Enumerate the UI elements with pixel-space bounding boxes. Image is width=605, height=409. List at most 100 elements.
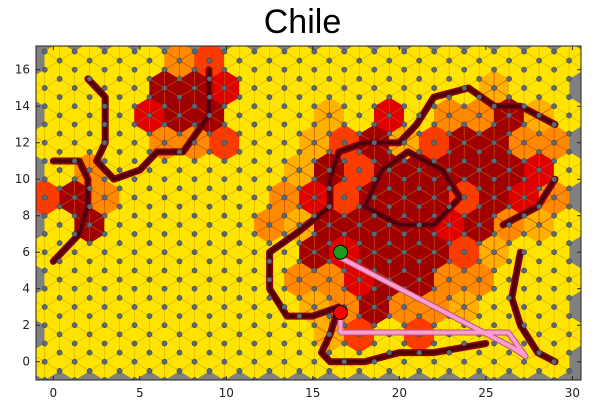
cell-spoke xyxy=(434,51,450,61)
lattice-node xyxy=(326,130,333,137)
lattice-node xyxy=(521,322,527,329)
lattice-node xyxy=(566,130,572,137)
lattice-node xyxy=(56,276,63,283)
cell-spoke xyxy=(269,169,285,180)
lattice-node xyxy=(176,313,183,319)
lattice-node xyxy=(71,194,78,201)
cell-spoke xyxy=(374,242,390,253)
lattice-node xyxy=(161,158,168,164)
cell-spoke xyxy=(269,352,285,362)
cell-spoke xyxy=(419,188,435,198)
cell-spoke xyxy=(449,224,465,235)
cell-spoke xyxy=(523,133,540,143)
cell-spoke xyxy=(224,279,240,289)
cell-spoke xyxy=(224,78,240,89)
cell-spoke xyxy=(464,115,480,125)
cell-spoke xyxy=(344,270,360,280)
cell-spoke xyxy=(508,51,525,61)
cell-spoke xyxy=(254,160,270,171)
cell-spoke xyxy=(209,324,225,335)
cell-spoke xyxy=(389,60,405,70)
cell-spoke xyxy=(119,51,135,61)
cell-spoke xyxy=(404,188,420,198)
lattice-node xyxy=(236,295,243,301)
lattice-node xyxy=(71,285,78,292)
lattice-node xyxy=(176,130,183,137)
lattice-node xyxy=(326,222,333,228)
cell-spoke xyxy=(389,188,405,198)
cell-spoke xyxy=(479,306,495,317)
cell-spoke xyxy=(149,361,165,372)
lattice-node xyxy=(71,139,78,146)
lattice-node xyxy=(386,149,393,155)
lattice-node xyxy=(56,368,63,374)
cell-spoke xyxy=(269,188,285,198)
cell-spoke xyxy=(464,188,480,198)
lattice-node xyxy=(131,158,138,164)
lattice-node xyxy=(521,212,527,219)
y-tick-label: 10 xyxy=(15,172,30,186)
lattice-node xyxy=(131,194,138,201)
cell-spoke xyxy=(299,270,315,280)
cell-spoke xyxy=(119,361,135,372)
lattice-node xyxy=(281,231,288,237)
cell-spoke xyxy=(209,197,225,207)
cell-spoke xyxy=(299,251,315,262)
cell-spoke xyxy=(434,279,450,289)
y-tick-label: 6 xyxy=(22,245,30,259)
lattice-node xyxy=(371,340,378,347)
lattice-node xyxy=(266,222,273,228)
lattice-node xyxy=(551,249,557,256)
cell-spoke xyxy=(104,60,120,70)
lattice-node xyxy=(176,222,183,228)
cell-spoke xyxy=(104,361,120,372)
cell-spoke xyxy=(449,279,465,289)
cell-spoke xyxy=(194,352,210,362)
lattice-node xyxy=(311,304,318,310)
cell-spoke xyxy=(284,160,300,171)
lattice-node xyxy=(431,176,438,183)
cell-spoke xyxy=(239,215,255,226)
cell-spoke xyxy=(449,105,465,116)
cell-spoke xyxy=(359,306,375,317)
cell-spoke xyxy=(508,224,525,235)
lattice-node xyxy=(341,139,348,146)
lattice-node xyxy=(116,112,123,119)
cell-spoke xyxy=(479,279,495,289)
lattice-node xyxy=(491,212,497,219)
lattice-node xyxy=(431,267,438,274)
lattice-node xyxy=(86,57,93,64)
lattice-node xyxy=(131,358,138,365)
lattice-node xyxy=(236,112,243,119)
lattice-node xyxy=(356,57,363,64)
cell-spoke xyxy=(179,251,195,262)
lattice-node xyxy=(491,85,497,91)
lattice-node xyxy=(341,158,348,164)
cell-spoke xyxy=(568,52,581,61)
lattice-node xyxy=(521,340,527,347)
lattice-node xyxy=(431,121,438,128)
cell-spoke xyxy=(374,188,390,198)
lattice-node xyxy=(56,94,63,100)
cell-spoke xyxy=(89,270,105,280)
cell-spoke xyxy=(329,51,345,61)
lattice-node xyxy=(356,313,363,319)
lattice-node xyxy=(191,176,198,183)
cell-spoke xyxy=(434,160,450,171)
cell-spoke xyxy=(449,352,465,362)
cell-spoke xyxy=(239,251,255,262)
cell-spoke xyxy=(419,142,435,153)
lattice-node xyxy=(266,331,273,338)
lattice-node xyxy=(386,112,393,119)
lattice-node xyxy=(566,331,572,338)
lattice-node xyxy=(326,149,333,155)
cell-spoke xyxy=(389,297,405,308)
cell-spoke xyxy=(254,115,270,125)
lattice-node xyxy=(281,85,288,91)
lattice-node xyxy=(401,176,408,183)
cell-spoke xyxy=(89,251,105,262)
lattice-node xyxy=(371,322,378,329)
lattice-node xyxy=(56,76,63,82)
cell-spoke xyxy=(119,105,135,116)
cell-spoke xyxy=(239,361,255,372)
